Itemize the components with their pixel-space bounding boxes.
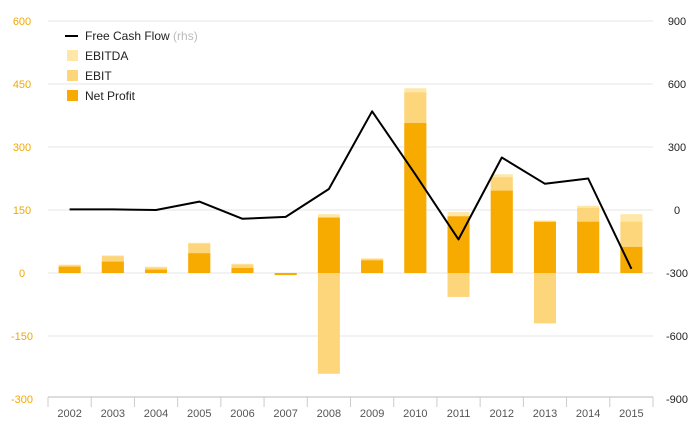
x-axis-tick-label: 2011 [447,408,471,420]
x-axis-tick-label: 2009 [360,408,384,420]
x-axis-tick-label: 2012 [490,408,514,420]
bar-net-profit [490,190,513,273]
bar-net-profit [145,269,168,273]
free-cash-flow-line [69,110,633,270]
legend-label: Free Cash Flow (rhs) [85,29,198,43]
bar-net-profit [533,221,556,273]
line-series [69,110,633,270]
left-axis: 600 450 300 150 0 -150 -300 [11,16,33,406]
right-axis-tick-label: -300 [666,268,688,280]
left-axis-tick-label: -150 [11,331,33,343]
legend-label-text: EBITDA [85,49,128,63]
x-axis-tick-label: 2007 [273,408,297,420]
right-axis-tick-label: 900 [668,16,686,28]
x-axis-tick-label: 2005 [187,408,211,420]
bar-net-profit [101,261,124,273]
bar-net-profit [577,221,600,273]
right-axis-tick-label: 300 [668,142,686,154]
bar-ebit [317,273,340,374]
x-axis-tick-label: 2008 [317,408,341,420]
x-axis-tick-label: 2013 [533,408,557,420]
bar-net-profit [188,253,211,273]
left-axis-tick-label: 600 [13,16,31,28]
x-axis: 2002 2003 2004 2005 2006 2007 2008 2009 2010 2011… [47,396,654,420]
x-axis-tick-label: 2002 [57,408,81,420]
legend-label-text: Net Profit [85,89,136,103]
bar-net-profit [620,246,643,273]
legend-label: Net Profit [85,89,136,103]
left-axis-tick-label: 450 [13,79,31,91]
x-axis-tick-label: 2006 [230,408,254,420]
left-axis-tick-label: 0 [19,268,25,280]
legend-swatch-ebit [67,70,78,81]
bar-series [58,88,643,374]
legend: Free Cash Flow (rhs) EBITDA EBIT Net Profit [65,29,198,103]
legend-label-text: Free Cash Flow [85,29,170,43]
right-axis-tick-label: -900 [666,394,688,406]
left-axis-tick-label: 150 [13,205,31,217]
x-axis-tick-label: 2003 [101,408,125,420]
x-axis-tick-label: 2004 [144,408,168,420]
bar-net-profit [231,267,254,273]
bar-net-profit [317,217,340,273]
x-axis-tick-label: 2010 [403,408,427,420]
right-axis: 900 600 300 0 -300 -600 -900 [666,16,688,406]
legend-swatch-net-profit [67,90,78,101]
bar-ebit [533,273,556,324]
legend-label-note: (rhs) [170,29,198,43]
bar-net-profit [361,260,384,273]
legend-label-text: EBIT [85,69,112,83]
right-axis-tick-label: 600 [668,79,686,91]
x-axis-tick-label: 2014 [576,408,600,420]
bar-net-profit [58,266,81,273]
right-axis-tick-label: 0 [674,205,680,217]
bar-net-profit [404,123,427,273]
left-axis-tick-label: -300 [11,394,33,406]
x-axis-tick-label: 2015 [619,408,643,420]
legend-label: EBIT [85,69,112,83]
legend-swatch-ebitda [67,50,78,61]
bar-net-profit [274,273,297,276]
right-axis-tick-label: -600 [666,331,688,343]
left-axis-tick-label: 300 [13,142,31,154]
legend-label: EBITDA [85,49,128,63]
gridlines [48,20,653,337]
bar-ebit [447,273,470,297]
